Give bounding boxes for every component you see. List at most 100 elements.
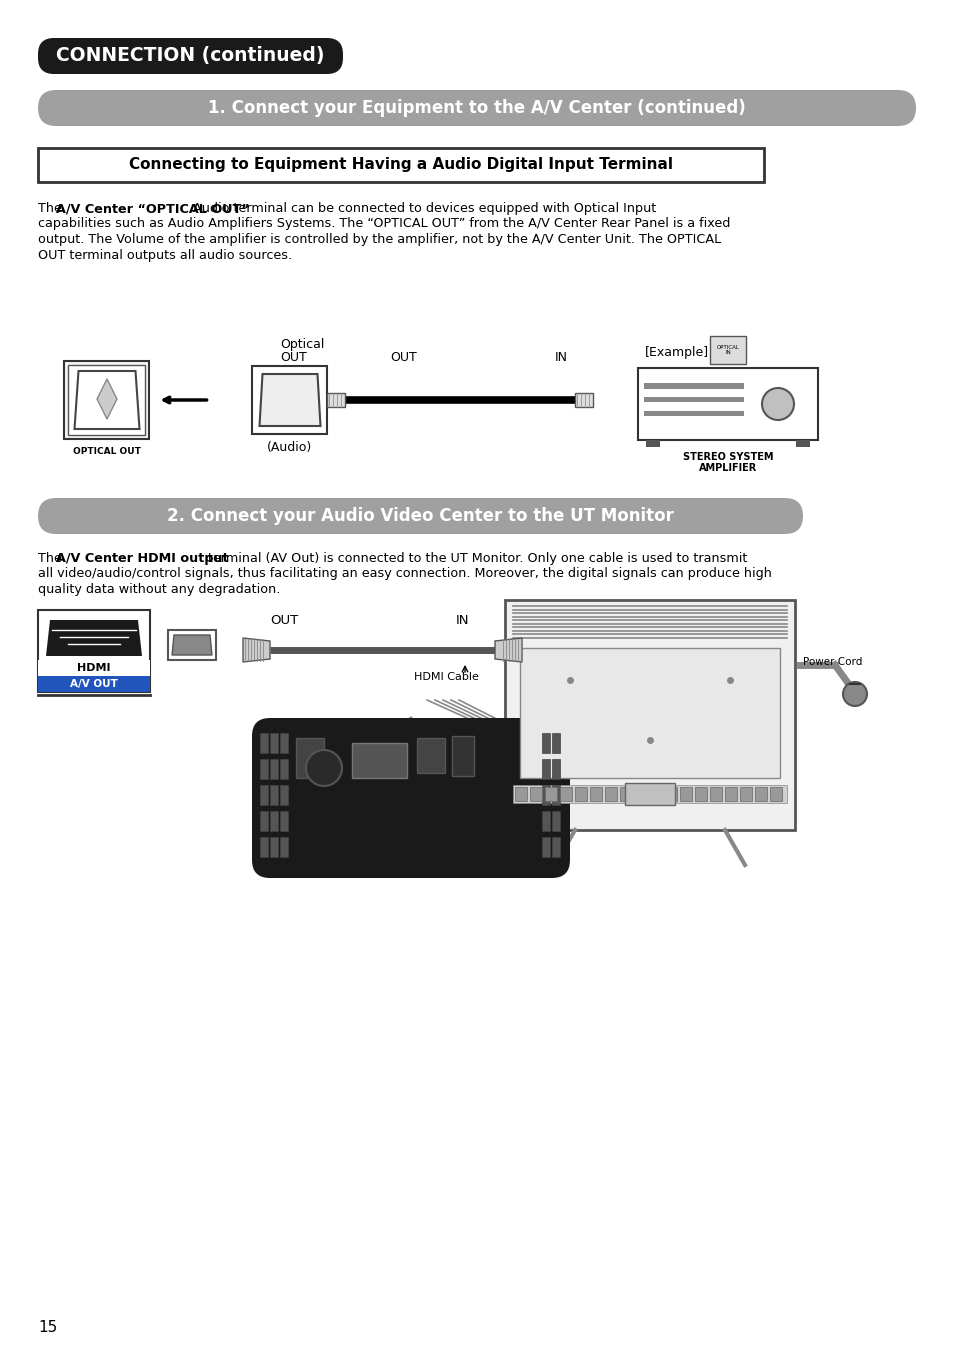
Bar <box>589 787 601 801</box>
Bar <box>270 837 277 857</box>
FancyBboxPatch shape <box>252 718 569 878</box>
Bar <box>552 837 559 857</box>
Polygon shape <box>97 379 117 418</box>
Text: Audio terminal can be connected to devices equipped with Optical Input: Audio terminal can be connected to devic… <box>189 202 656 215</box>
Bar <box>260 733 268 753</box>
Bar <box>69 364 146 435</box>
Circle shape <box>761 387 793 420</box>
Bar <box>352 743 407 778</box>
FancyBboxPatch shape <box>38 90 915 126</box>
Bar <box>513 784 786 803</box>
Polygon shape <box>259 374 320 427</box>
Text: OUT: OUT <box>270 614 298 626</box>
Bar <box>541 811 550 832</box>
Text: CONNECTION (continued): CONNECTION (continued) <box>56 46 324 66</box>
Bar <box>604 787 617 801</box>
Circle shape <box>842 682 866 706</box>
Bar <box>679 787 691 801</box>
Text: The: The <box>38 552 66 566</box>
Bar <box>695 787 706 801</box>
Text: Power Cord: Power Cord <box>802 657 862 667</box>
Bar <box>270 784 277 805</box>
Bar <box>541 759 550 779</box>
Polygon shape <box>243 639 270 662</box>
Bar <box>559 787 572 801</box>
Text: A/V Center “OPTICAL OUT”: A/V Center “OPTICAL OUT” <box>56 202 250 215</box>
Bar <box>253 366 327 433</box>
Text: 15: 15 <box>38 1320 57 1335</box>
Bar <box>541 784 550 805</box>
Bar <box>519 648 780 778</box>
Bar <box>38 676 150 693</box>
Bar <box>638 369 817 440</box>
Bar <box>38 148 763 182</box>
Bar <box>280 733 288 753</box>
Polygon shape <box>74 371 139 429</box>
Bar <box>541 733 550 753</box>
Bar <box>280 759 288 779</box>
Bar <box>504 599 794 830</box>
Text: terminal (AV Out) is connected to the UT Monitor. Only one cable is used to tran: terminal (AV Out) is connected to the UT… <box>204 552 746 566</box>
Bar <box>168 630 215 660</box>
Text: STEREO SYSTEM: STEREO SYSTEM <box>682 452 773 462</box>
Bar <box>38 660 150 676</box>
Bar <box>645 440 659 447</box>
Bar <box>38 610 150 693</box>
Text: A/V OUT: A/V OUT <box>70 679 118 688</box>
Text: OUT terminal outputs all audio sources.: OUT terminal outputs all audio sources. <box>38 248 292 262</box>
Bar <box>664 787 677 801</box>
Bar <box>270 759 277 779</box>
Text: HDMI: HDMI <box>77 663 111 674</box>
Bar <box>575 787 586 801</box>
Bar <box>295 738 324 778</box>
Bar <box>416 738 444 774</box>
Bar <box>795 440 809 447</box>
Text: The: The <box>38 202 66 215</box>
Bar <box>65 360 150 439</box>
Text: [Example]: [Example] <box>644 346 708 359</box>
Bar <box>530 787 541 801</box>
Text: OPTICAL
IN: OPTICAL IN <box>716 344 739 355</box>
Bar <box>280 811 288 832</box>
Bar <box>740 787 751 801</box>
Bar <box>769 787 781 801</box>
Bar <box>649 787 661 801</box>
Bar <box>260 811 268 832</box>
Text: OUT: OUT <box>280 351 307 364</box>
Text: quality data without any degradation.: quality data without any degradation. <box>38 583 280 595</box>
Text: Optical: Optical <box>280 338 324 351</box>
FancyBboxPatch shape <box>38 38 343 74</box>
Bar <box>280 784 288 805</box>
Text: Connecting to Equipment Having a Audio Digital Input Terminal: Connecting to Equipment Having a Audio D… <box>129 158 672 173</box>
Text: capabilities such as Audio Amplifiers Systems. The “OPTICAL OUT” from the A/V Ce: capabilities such as Audio Amplifiers Sy… <box>38 217 730 231</box>
Bar <box>575 393 593 406</box>
Bar <box>280 837 288 857</box>
Bar <box>541 837 550 857</box>
Text: HDMI Cable: HDMI Cable <box>414 672 478 682</box>
Bar <box>260 837 268 857</box>
Bar <box>544 787 557 801</box>
Bar <box>709 336 745 364</box>
Text: all video/audio/control signals, thus facilitating an easy connection. Moreover,: all video/audio/control signals, thus fa… <box>38 567 771 580</box>
Bar <box>709 787 721 801</box>
Polygon shape <box>46 620 142 656</box>
Bar <box>619 787 631 801</box>
Bar <box>643 397 743 402</box>
Bar <box>515 787 526 801</box>
Bar <box>635 787 646 801</box>
Polygon shape <box>495 639 521 662</box>
Circle shape <box>306 751 341 786</box>
Bar <box>270 811 277 832</box>
Text: OUT: OUT <box>390 351 416 364</box>
Bar <box>624 783 675 805</box>
Bar <box>724 787 737 801</box>
Bar <box>754 787 766 801</box>
Text: output. The Volume of the amplifier is controlled by the amplifier, not by the A: output. The Volume of the amplifier is c… <box>38 234 720 246</box>
FancyBboxPatch shape <box>38 498 802 535</box>
Bar <box>260 784 268 805</box>
Text: 1. Connect your Equipment to the A/V Center (continued): 1. Connect your Equipment to the A/V Cen… <box>208 99 745 117</box>
Bar <box>643 383 743 389</box>
Bar <box>552 759 559 779</box>
Bar <box>552 784 559 805</box>
Text: 2. Connect your Audio Video Center to the UT Monitor: 2. Connect your Audio Video Center to th… <box>167 508 673 525</box>
